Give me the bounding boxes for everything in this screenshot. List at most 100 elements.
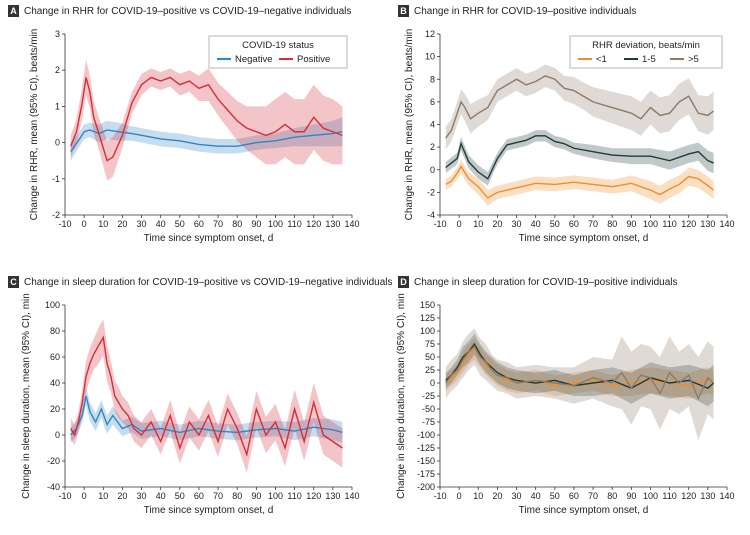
x-tick-label: 130 <box>325 491 340 501</box>
x-tick-label: 10 <box>98 219 108 229</box>
series-line-Negative <box>70 129 343 153</box>
series-line-Positive <box>70 76 343 162</box>
ci-band-Negative <box>70 117 343 161</box>
y-tick-label: 0 <box>430 378 435 388</box>
legend-entry: <1 <box>596 54 607 65</box>
series-line-Negative <box>70 395 343 436</box>
panel-a: A Change in RHR for COVID-19–positive vs … <box>8 5 360 244</box>
panel-title: Change in sleep duration for COVID-19–po… <box>24 277 393 288</box>
y-axis-label: Change in sleep duration, mean (95% CI),… <box>396 293 407 499</box>
x-tick-label: 0 <box>82 219 87 229</box>
x-tick-label: 40 <box>531 491 541 501</box>
y-tick-label: 8 <box>430 74 435 84</box>
series-line-Positive <box>70 335 343 458</box>
y-tick-label: -50 <box>422 404 435 414</box>
x-tick-label: 110 <box>287 219 301 229</box>
x-tick-label: 80 <box>607 219 617 229</box>
y-tick-label: -25 <box>422 391 435 401</box>
panel-c: C Change in sleep duration for COVID-19–p… <box>8 276 393 516</box>
y-tick-label: -125 <box>417 443 435 453</box>
x-tick-label: 110 <box>662 491 676 501</box>
x-tick-label: 80 <box>232 219 242 229</box>
panel-b: B Change in RHR for COVID-19–positive ind… <box>398 5 735 244</box>
x-tick-label: 20 <box>117 219 127 229</box>
x-tick-label: 100 <box>268 491 283 501</box>
x-tick-label: 0 <box>457 219 462 229</box>
y-tick-label: -175 <box>417 469 435 479</box>
legend: COVID-19 status Negative Positive <box>208 35 348 69</box>
y-tick-label: -20 <box>47 456 60 466</box>
panel-letter-badge <box>8 5 19 17</box>
x-tick-label: 80 <box>607 491 617 501</box>
x-tick-label: 90 <box>626 219 636 229</box>
y-axis-label: Change in RHR, mean (95% CI), beats/min <box>404 29 415 221</box>
ci-band-Positive <box>70 59 343 181</box>
x-tick-label: 60 <box>569 491 579 501</box>
x-tick-label: -10 <box>58 491 71 501</box>
y-tick-label: 100 <box>420 326 435 336</box>
legend-box <box>569 35 723 69</box>
panel-letter: C <box>10 277 17 287</box>
x-tick-label: 20 <box>492 491 502 501</box>
x-axis-label: Time since symptom onset, d <box>519 233 649 244</box>
x-tick-label: 0 <box>82 491 87 501</box>
y-tick-label: 125 <box>420 313 435 323</box>
y-tick-label: -4 <box>427 210 435 220</box>
panel-title: Change in RHR for COVID-19–positive indi… <box>414 6 636 17</box>
y-tick-label: 2 <box>55 65 60 75</box>
y-tick-label: 10 <box>425 52 435 62</box>
legend: RHR deviation, beats/min <1 1-5 >5 <box>569 35 723 69</box>
x-tick-label: 20 <box>492 219 502 229</box>
x-tick-label: 0 <box>457 491 462 501</box>
y-tick-label: 2 <box>430 142 435 152</box>
x-tick-label: 70 <box>213 491 223 501</box>
x-tick-label: 10 <box>98 491 108 501</box>
y-tick-label: 1 <box>55 101 60 111</box>
y-tick-label: 50 <box>425 352 435 362</box>
y-axis-label: Change in RHR, mean (95% CI), beats/min <box>29 29 40 221</box>
legend-entry: Positive <box>297 54 330 65</box>
x-tick-label: 10 <box>473 491 483 501</box>
x-tick-label: 140 <box>719 219 734 229</box>
panel-letter: A <box>10 6 17 16</box>
y-tick-label: 3 <box>55 29 60 39</box>
y-tick-label: 40 <box>50 378 60 388</box>
ci-band-Positive <box>70 319 343 473</box>
x-tick-label: 100 <box>643 219 658 229</box>
x-tick-label: 60 <box>569 219 579 229</box>
legend-entry: 1-5 <box>642 54 656 65</box>
x-tick-label: 50 <box>550 491 560 501</box>
x-tick-label: -10 <box>58 219 71 229</box>
y-axis-label: Change in sleep duration, mean (95% CI),… <box>21 293 32 499</box>
legend-box <box>208 35 348 69</box>
x-tick-label: 120 <box>306 491 321 501</box>
series-line-1-5 <box>445 135 714 180</box>
ci-band-<1 <box>445 338 714 399</box>
ci-band-1-5 <box>445 333 714 407</box>
legend-title: COVID-19 status <box>242 40 314 51</box>
x-tick-label: 130 <box>700 491 715 501</box>
x-tick-label: 40 <box>156 491 166 501</box>
y-tick-label: 4 <box>430 120 435 130</box>
y-tick-label: 60 <box>50 352 60 362</box>
legend-entry: >5 <box>688 54 699 65</box>
y-tick-label: 100 <box>45 300 60 310</box>
series-line->5 <box>445 75 715 139</box>
x-tick-label: 110 <box>287 491 301 501</box>
y-tick-label: -75 <box>422 417 435 427</box>
y-tick-label: 0 <box>55 430 60 440</box>
series-line->5 <box>445 345 715 401</box>
ci-band->5 <box>445 64 714 150</box>
x-tick-label: 90 <box>251 219 261 229</box>
x-tick-label: 50 <box>550 219 560 229</box>
panel-letter-badge <box>398 276 409 288</box>
panel-title: Change in sleep duration for COVID-19–po… <box>414 277 677 288</box>
x-tick-label: 110 <box>662 219 676 229</box>
series-line-<1 <box>445 164 715 199</box>
x-tick-label: -10 <box>433 491 446 501</box>
x-tick-label: 120 <box>306 219 321 229</box>
y-tick-label: 80 <box>50 326 60 336</box>
x-tick-label: 100 <box>268 219 283 229</box>
panel-d: D Change in sleep duration for COVID-19–p… <box>396 276 735 516</box>
